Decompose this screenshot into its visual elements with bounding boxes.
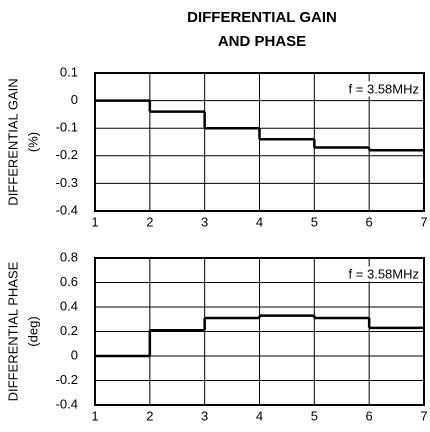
x-tick-label: 7 — [420, 408, 427, 423]
x-tick-label: 7 — [420, 214, 427, 229]
chart-title: AND PHASE — [218, 33, 306, 50]
plot-frame — [94, 72, 425, 212]
x-tick-label: 4 — [256, 408, 263, 423]
y-tick-label: 0.4 — [60, 298, 78, 313]
y-tick-label: 0 — [71, 92, 78, 107]
y-tick-label: 0.1 — [60, 64, 78, 79]
x-tick-label: 5 — [311, 408, 318, 423]
y-tick-label: 0.2 — [60, 323, 78, 338]
x-tick-label: 6 — [366, 408, 373, 423]
x-tick-label: 1 — [91, 408, 98, 423]
x-tick-label: 4 — [256, 214, 263, 229]
plot-frame — [94, 257, 425, 406]
x-tick-label: 2 — [146, 214, 153, 229]
y-axis-label: DIFFERENTIAL GAIN — [5, 78, 20, 205]
x-tick-label: 2 — [146, 408, 153, 423]
x-tick-label: 3 — [201, 408, 208, 423]
y-tick-label: 0 — [71, 347, 78, 362]
annotation: f = 3.58MHz — [349, 81, 419, 96]
y-tick-label: -0.4 — [56, 396, 78, 411]
annotation-background — [346, 81, 421, 97]
y-axis-label: DIFFERENTIAL PHASE — [5, 261, 20, 401]
y-tick-label: -0.3 — [56, 175, 78, 190]
y-tick-label: -0.4 — [56, 202, 78, 217]
annotation-background — [346, 266, 421, 282]
y-tick-label: -0.2 — [56, 147, 78, 162]
y-axis-label: (%) — [25, 132, 40, 152]
x-tick-label: 6 — [366, 214, 373, 229]
x-tick-label: 5 — [311, 214, 318, 229]
y-axis-label: (deg) — [25, 316, 40, 346]
annotation: f = 3.58MHz — [349, 266, 419, 281]
y-tick-label: -0.1 — [56, 120, 78, 135]
y-tick-label: -0.2 — [56, 372, 78, 387]
x-tick-label: 3 — [201, 214, 208, 229]
chart-title: DIFFERENTIAL GAIN — [187, 9, 337, 26]
y-tick-label: 0.8 — [60, 249, 78, 264]
x-tick-label: 1 — [91, 214, 98, 229]
y-tick-label: 0.6 — [60, 274, 78, 289]
